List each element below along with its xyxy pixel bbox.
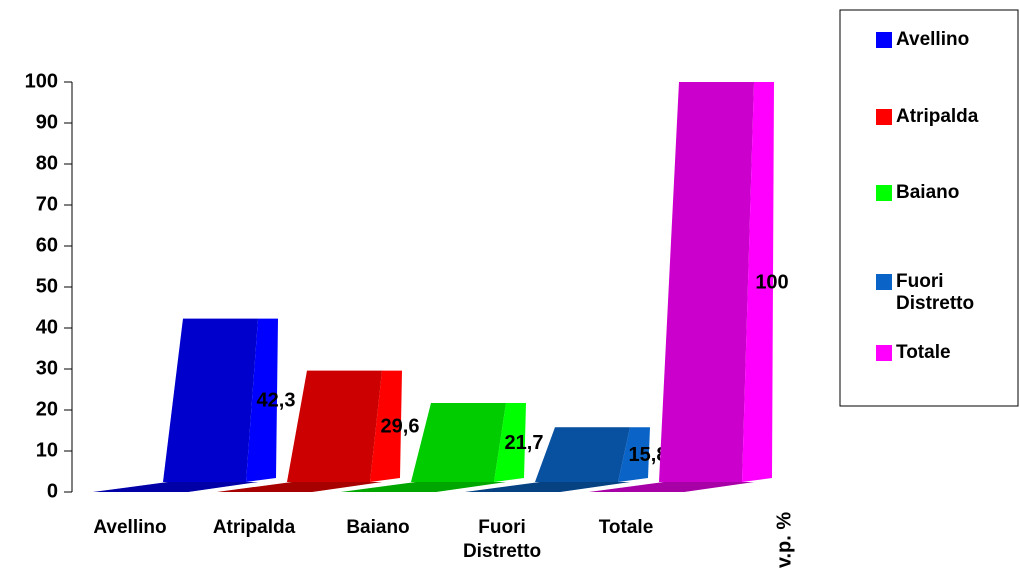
x-tick-label: Fuori Distretto bbox=[462, 517, 542, 562]
bar bbox=[287, 370, 382, 482]
x-tick-label-box: Atripalda bbox=[212, 517, 296, 538]
legend-swatch bbox=[876, 345, 892, 361]
y-tick-label: 20 bbox=[36, 398, 58, 420]
bar bbox=[535, 427, 630, 482]
legend-label: Baiano bbox=[896, 182, 960, 203]
y-tick-label: 30 bbox=[36, 357, 58, 379]
legend-swatch bbox=[876, 109, 892, 125]
value-label: 42,3 bbox=[257, 390, 296, 412]
bar-group bbox=[163, 318, 278, 482]
legend-swatch bbox=[876, 274, 892, 290]
value-label: 29,6 bbox=[381, 416, 420, 438]
x-tick-label: Avellino bbox=[93, 517, 167, 538]
bar-shade bbox=[411, 403, 506, 482]
y-tick-label: 10 bbox=[36, 439, 58, 461]
bar-floor bbox=[93, 482, 258, 492]
value-label: 21,7 bbox=[505, 432, 544, 454]
legend-label: Fuori Distretto bbox=[896, 271, 975, 314]
legend-label-box: Totale bbox=[896, 342, 951, 363]
legend-label: Atripalda bbox=[896, 106, 979, 127]
bar-floor bbox=[341, 482, 506, 492]
y-tick-label: 70 bbox=[36, 193, 58, 215]
legend-label-box: Atripalda bbox=[896, 106, 979, 127]
bar-side bbox=[370, 370, 402, 482]
bar-side bbox=[618, 427, 650, 482]
y-tick-label: 0 bbox=[47, 480, 58, 502]
y-tick-label: 100 bbox=[25, 70, 58, 92]
bar-floor-shade bbox=[93, 482, 258, 492]
bar-group bbox=[287, 370, 402, 482]
bar-floor bbox=[465, 482, 630, 492]
legend-box bbox=[839, 9, 1019, 407]
bar-side bbox=[494, 403, 526, 482]
bar bbox=[659, 82, 754, 482]
bar-group bbox=[411, 403, 526, 482]
bar-shade bbox=[535, 427, 630, 482]
x-tick-label-box: Fuori Distretto bbox=[462, 517, 542, 562]
bar-shade bbox=[163, 318, 258, 482]
value-label: 15,8 bbox=[629, 444, 668, 466]
legend-label: Totale bbox=[896, 342, 951, 363]
y-tick-label: 50 bbox=[36, 275, 58, 297]
y-tick-label: 40 bbox=[36, 316, 58, 338]
bar-floor bbox=[217, 482, 382, 492]
x-tick-label: Atripalda bbox=[212, 517, 296, 538]
x-tick-label: Baiano bbox=[346, 517, 410, 538]
bar-group bbox=[535, 427, 650, 482]
bar-side bbox=[742, 82, 774, 482]
legend-label-box: Fuori Distretto bbox=[896, 271, 975, 314]
bar bbox=[411, 403, 506, 482]
x-tick-label-box: Avellino bbox=[93, 517, 167, 538]
bar-shade bbox=[659, 82, 754, 482]
legend-label-box: Avellino bbox=[896, 29, 970, 50]
y-tick-label: 60 bbox=[36, 234, 58, 256]
legend-swatch bbox=[876, 185, 892, 201]
bar-group bbox=[659, 82, 774, 482]
bar-floor-shade bbox=[465, 482, 630, 492]
y-tick-label: 80 bbox=[36, 152, 58, 174]
value-label: 100 bbox=[755, 271, 788, 293]
y-tick-label: 90 bbox=[36, 111, 58, 133]
bar-floor-shade bbox=[217, 482, 382, 492]
x-tick-label: Totale bbox=[598, 517, 654, 538]
bar-floor-shade bbox=[589, 482, 754, 492]
bar-side bbox=[246, 318, 278, 482]
x-axis-label: v.p. % bbox=[773, 512, 795, 569]
legend-swatch bbox=[876, 32, 892, 48]
legend-label: Avellino bbox=[896, 29, 970, 50]
x-tick-label-box: Baiano bbox=[346, 517, 410, 538]
x-tick-label-box: Totale bbox=[598, 517, 654, 538]
bar-floor bbox=[589, 482, 754, 492]
legend-label-box: Baiano bbox=[896, 182, 960, 203]
bar bbox=[163, 318, 258, 482]
bar-floor-shade bbox=[341, 482, 506, 492]
bar-shade bbox=[287, 370, 382, 482]
